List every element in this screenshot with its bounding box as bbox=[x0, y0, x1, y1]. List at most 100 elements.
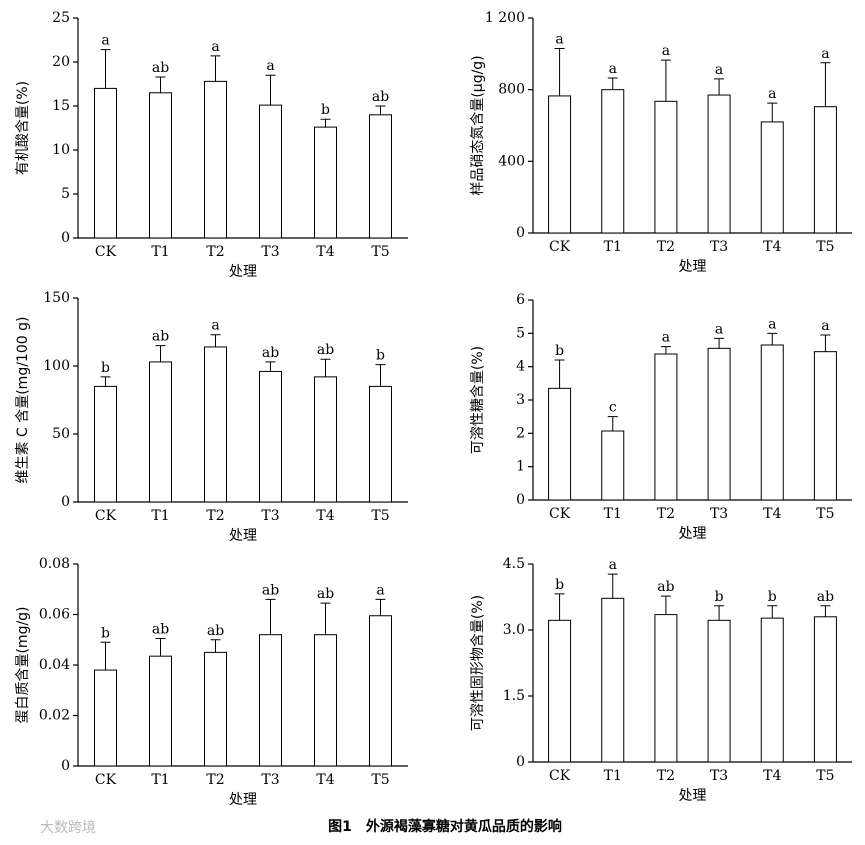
error-bar bbox=[265, 74, 276, 106]
significance-letter: a bbox=[768, 316, 776, 332]
bar bbox=[760, 121, 784, 234]
x-tick-label: T4 bbox=[316, 772, 334, 788]
y-tick-label: 0 bbox=[516, 492, 525, 508]
y-tick-label: 400 bbox=[498, 153, 525, 169]
y-tick-label: 3 bbox=[516, 392, 525, 408]
significance-letter: b bbox=[101, 360, 110, 376]
significance-letter: a bbox=[376, 582, 384, 598]
y-tick-label: 6 bbox=[516, 292, 525, 308]
bar bbox=[813, 351, 837, 501]
y-tick-label: 0 bbox=[516, 225, 525, 241]
y-tick-label: 20 bbox=[52, 54, 70, 70]
y-tick-label: 5 bbox=[61, 186, 70, 202]
significance-letter: ab bbox=[262, 345, 279, 361]
error-bar bbox=[767, 605, 778, 619]
bar bbox=[760, 617, 784, 763]
error-bar bbox=[554, 593, 565, 621]
y-tick-label: 5 bbox=[516, 325, 525, 341]
error-bar bbox=[375, 105, 386, 115]
x-axis-label: 处理 bbox=[679, 788, 707, 804]
x-tick-label: T2 bbox=[206, 772, 224, 788]
significance-letter: ab bbox=[657, 579, 674, 595]
error-bar bbox=[155, 76, 166, 93]
significance-letter: b bbox=[555, 577, 564, 593]
significance-letter: a bbox=[715, 321, 723, 337]
x-tick-label: T3 bbox=[261, 508, 279, 524]
significance-letter: a bbox=[662, 43, 670, 59]
y-axis-label: 有机酸含量(%) bbox=[15, 81, 31, 175]
bar bbox=[94, 669, 117, 767]
bar bbox=[707, 619, 731, 763]
y-tick-label: 1 200 bbox=[485, 10, 525, 26]
significance-letter: ab bbox=[372, 89, 389, 105]
error-bar bbox=[265, 598, 276, 635]
y-tick-label: 1.5 bbox=[503, 688, 525, 704]
error-bar bbox=[820, 605, 831, 617]
significance-letter: ab bbox=[152, 329, 169, 345]
x-axis-label: 处理 bbox=[229, 264, 257, 280]
error-bar bbox=[375, 598, 386, 616]
error-bar bbox=[660, 595, 671, 615]
error-bar bbox=[607, 77, 618, 90]
y-tick-label: 0.02 bbox=[39, 708, 70, 724]
error-bar bbox=[554, 359, 565, 389]
significance-letter: a bbox=[821, 46, 829, 62]
error-bar bbox=[714, 605, 725, 621]
x-axis-label: 处理 bbox=[679, 526, 707, 542]
y-tick-label: 3.0 bbox=[503, 622, 525, 638]
x-tick-label: T2 bbox=[657, 768, 675, 784]
bar bbox=[149, 361, 172, 503]
bar bbox=[369, 615, 392, 767]
x-tick-label: T2 bbox=[657, 506, 675, 522]
significance-letter: a bbox=[768, 86, 776, 102]
error-bar bbox=[100, 49, 111, 89]
bar bbox=[314, 126, 337, 239]
bar bbox=[94, 87, 117, 239]
y-tick-label: 0 bbox=[61, 758, 70, 774]
x-tick-label: CK bbox=[549, 239, 571, 255]
x-tick-label: T5 bbox=[816, 506, 834, 522]
watermark: 大数跨境 bbox=[40, 820, 96, 836]
error-bar bbox=[607, 416, 618, 431]
x-tick-label: T3 bbox=[261, 772, 279, 788]
bar bbox=[813, 616, 837, 763]
y-tick-label: 0 bbox=[61, 230, 70, 246]
bar bbox=[654, 100, 678, 234]
bar bbox=[760, 344, 784, 501]
y-tick-label: 0 bbox=[516, 754, 525, 770]
error-bar bbox=[155, 637, 166, 657]
y-tick-label: 25 bbox=[52, 10, 70, 26]
bar bbox=[204, 651, 227, 767]
significance-letter: ab bbox=[262, 582, 279, 598]
error-bar bbox=[767, 102, 778, 122]
error-bar bbox=[767, 332, 778, 345]
bar bbox=[259, 104, 282, 239]
bar bbox=[601, 597, 625, 763]
x-tick-label: T5 bbox=[816, 768, 834, 784]
x-tick-label: T4 bbox=[316, 244, 334, 260]
error-bar bbox=[210, 334, 221, 347]
bar bbox=[601, 89, 625, 234]
y-tick-label: 0.04 bbox=[39, 657, 70, 673]
bar bbox=[548, 619, 572, 763]
error-bar bbox=[820, 334, 831, 352]
error-bar bbox=[320, 602, 331, 635]
x-tick-label: T1 bbox=[604, 506, 622, 522]
x-tick-label: T1 bbox=[151, 508, 169, 524]
bar bbox=[707, 94, 731, 234]
x-tick-label: T3 bbox=[710, 506, 728, 522]
y-tick-label: 100 bbox=[43, 358, 70, 374]
y-tick-label: 15 bbox=[52, 98, 70, 114]
y-tick-label: 0.06 bbox=[39, 607, 70, 623]
error-bar bbox=[375, 364, 386, 387]
x-tick-label: T1 bbox=[151, 772, 169, 788]
x-tick-label: CK bbox=[95, 244, 117, 260]
y-tick-label: 10 bbox=[52, 142, 70, 158]
y-axis-label: 可溶性糖含量(%) bbox=[470, 346, 486, 454]
bar bbox=[813, 106, 837, 234]
bar bbox=[707, 347, 731, 501]
error-bar bbox=[554, 47, 565, 96]
significance-letter: a bbox=[555, 31, 563, 47]
x-tick-label: T3 bbox=[261, 244, 279, 260]
